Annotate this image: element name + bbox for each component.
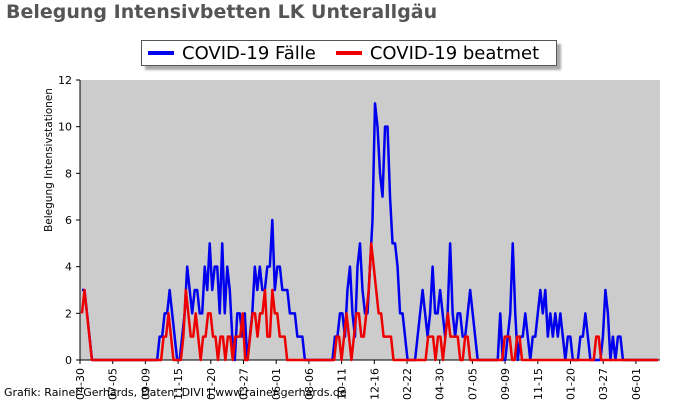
chart-title: Belegung Intensivbetten LK Unterallgäu	[6, 1, 438, 23]
x-tick-label: 09-09	[139, 368, 152, 400]
legend-swatch-beatmet	[335, 51, 362, 55]
y-tick-label: 2	[65, 307, 72, 320]
y-tick-label: 12	[58, 74, 72, 87]
series-group	[80, 102, 658, 362]
y-tick-label: 8	[65, 167, 72, 180]
x-tick-label: 08-06	[303, 368, 316, 400]
x-tick-label: 11-15	[172, 368, 185, 400]
y-tick-label: 6	[65, 214, 72, 227]
legend-label-faelle: COVID-19 Fälle	[182, 42, 316, 64]
x-tick-label: 06-01	[270, 368, 283, 400]
y-axis: 0 2 4 6 8 10 12	[58, 74, 81, 367]
x-tick-label: 10-11	[336, 368, 349, 400]
x-tick-label: 09-09	[499, 368, 512, 400]
y-tick-label: 10	[58, 121, 72, 134]
x-tick-label: 11-15	[532, 368, 545, 400]
series-line-beatmet	[80, 242, 658, 362]
x-tick-label: 07-05	[466, 368, 479, 400]
credit-line: Grafik: Rainer Gerhards, Daten: DIVI | www…	[4, 386, 351, 399]
credit-url: www.rainer-gerhards.de	[215, 386, 347, 399]
plot-area	[80, 80, 660, 360]
y-tick-label: 0	[65, 354, 72, 367]
x-tick-label: 07-05	[107, 368, 120, 400]
x-tick-label: 12-16	[368, 368, 381, 400]
legend-swatch-faelle	[148, 51, 174, 55]
credit-source: Daten: DIVI |	[141, 386, 212, 399]
y-tick-label: 4	[65, 261, 72, 274]
legend-item-beatmet: COVID-19 beatmet	[335, 42, 540, 64]
x-tick-label: 03-27	[597, 368, 610, 400]
legend-item-faelle: COVID-19 Fälle	[148, 43, 316, 64]
x-tick-label: 02-22	[401, 368, 414, 400]
x-tick-label: 03-27	[238, 368, 251, 400]
legend: COVID-19 Fälle COVID-19 beatmet	[141, 40, 557, 66]
x-tick-label: 01-20	[205, 368, 218, 400]
credit-author: Grafik: Rainer Gerhards,	[4, 386, 138, 399]
y-axis-label: Belegung Intensivstationen	[43, 88, 55, 232]
legend-label-beatmet: COVID-19 beatmet	[369, 42, 540, 64]
x-tick-label: 06-01	[630, 368, 643, 400]
x-tick-label: 01-20	[565, 368, 578, 400]
x-tick-label: 04-30	[434, 368, 447, 400]
x-tick-label: 04-30	[74, 368, 87, 400]
